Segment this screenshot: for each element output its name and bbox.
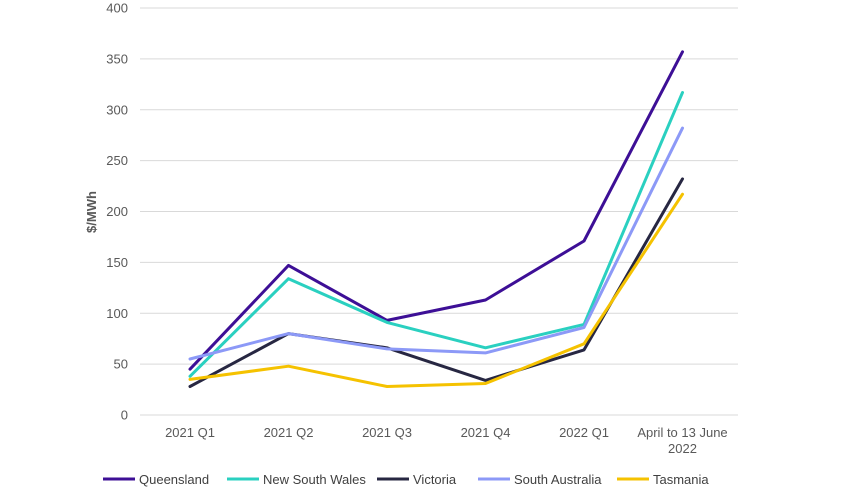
x-tick-label: 2021 Q2 (264, 425, 314, 440)
legend-label: Queensland (139, 472, 209, 487)
gridlines (140, 7, 738, 416)
y-tick-label: 150 (106, 255, 128, 270)
x-axis-ticks: 2021 Q1 2021 Q2 2021 Q3 2021 Q4 2022 Q1 April… (165, 425, 728, 456)
series-line-victoria (188, 177, 684, 388)
series-line-tasmania (188, 192, 684, 388)
legend-label: Victoria (413, 472, 457, 487)
y-tick-label: 250 (106, 153, 128, 168)
y-tick-label: 200 (106, 204, 128, 219)
legend-item: South Australia (478, 472, 602, 487)
series-line-new-south-wales (188, 91, 684, 378)
series-line-queensland (188, 50, 684, 371)
series-lines (188, 50, 684, 388)
series-line-south-australia (188, 126, 684, 361)
y-tick-label: 300 (106, 102, 128, 117)
y-axis-ticks: 0 50 100 150 200 250 300 350 400 (106, 1, 128, 423)
x-tick-label: 2021 Q3 (362, 425, 412, 440)
legend-label: New South Wales (263, 472, 366, 487)
legend-item: Tasmania (617, 472, 709, 487)
legend-label: South Australia (514, 472, 602, 487)
legend-item: New South Wales (227, 472, 366, 487)
legend-item: Victoria (377, 472, 457, 487)
legend: Queensland New South Wales Victoria South A… (103, 472, 709, 487)
x-tick-label: April to 13 June 2022 (637, 425, 727, 456)
x-tick-label: 2021 Q4 (461, 425, 511, 440)
y-tick-label: 100 (106, 306, 128, 321)
y-tick-label: 350 (106, 51, 128, 66)
y-axis-label: $/MWh (84, 191, 99, 233)
y-tick-label: 400 (106, 1, 128, 16)
legend-label: Tasmania (653, 472, 709, 487)
y-tick-label: 0 (121, 408, 128, 423)
x-tick-label: 2022 Q1 (559, 425, 609, 440)
legend-item: Queensland (103, 472, 209, 487)
y-tick-label: 50 (114, 357, 128, 372)
x-tick-label: 2021 Q1 (165, 425, 215, 440)
